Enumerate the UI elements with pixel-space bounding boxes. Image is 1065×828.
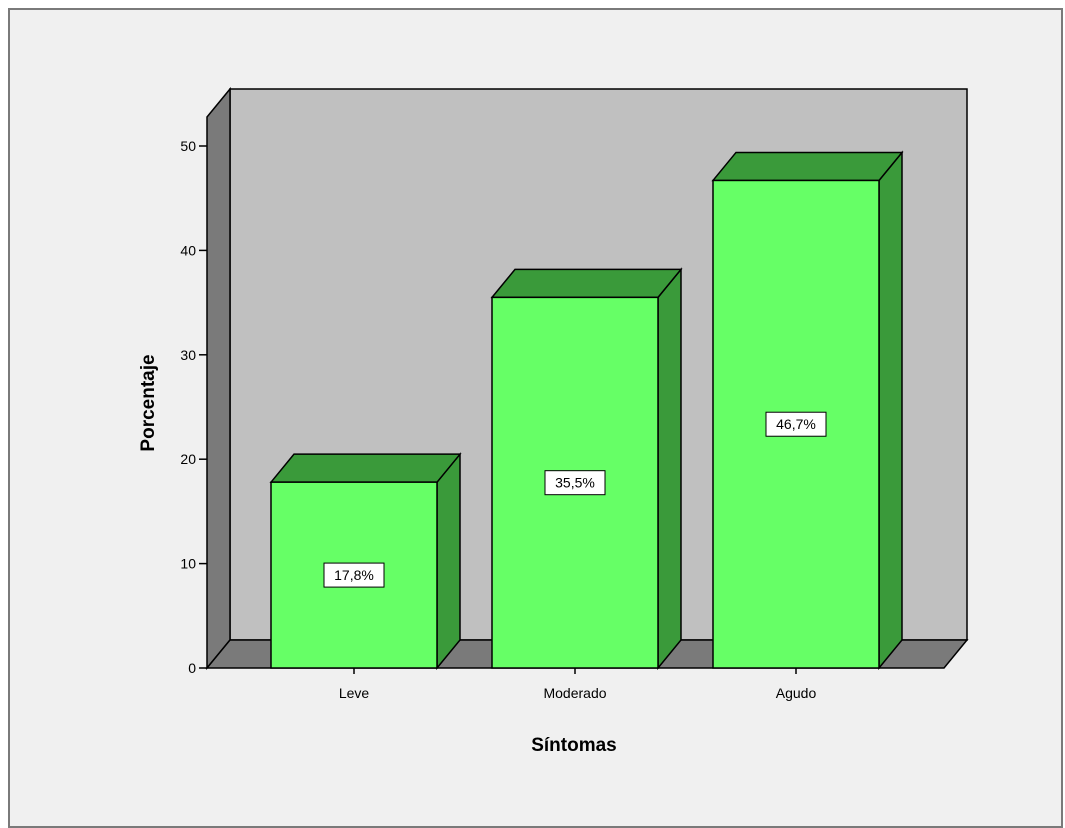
bar-moderado: 35,5%: [490, 267, 683, 671]
bar-top: [711, 151, 904, 182]
data-label-box: [765, 411, 827, 437]
x-axis-title: Síntomas: [531, 735, 617, 756]
y-tick-label: 0: [188, 660, 196, 676]
bar-side: [657, 267, 682, 671]
y-tick-label: 50: [180, 138, 196, 154]
side-wall: [206, 86, 231, 671]
bar-chart: 0 10 20 30 40 50 17,8% 35,5% 46,7% Leve Moderado…: [138, 86, 969, 756]
data-label-box: [323, 562, 385, 588]
bar-leve: 17,8%: [269, 452, 462, 671]
x-tick-label: Agudo: [776, 685, 817, 701]
bar-top: [490, 268, 683, 299]
y-tick-label: 40: [180, 242, 196, 258]
x-tick-label: Moderado: [543, 685, 606, 701]
y-tick-label: 10: [180, 556, 196, 572]
bar-side: [436, 452, 461, 671]
bar-top: [269, 453, 462, 483]
data-label: 46,7%: [776, 416, 816, 432]
x-tick-label: Leve: [339, 685, 370, 701]
data-label: 17,8%: [334, 567, 374, 583]
data-label: 35,5%: [555, 475, 595, 491]
y-tick-label: 20: [180, 451, 196, 467]
y-tick-label: 30: [180, 347, 196, 363]
bar-agudo: 46,7%: [711, 150, 904, 671]
bar-side: [878, 150, 903, 671]
chart-frame: 0 10 20 30 40 50 17,8% 35,5% 46,7% Leve Moderado…: [8, 8, 1063, 828]
data-label-box: [544, 470, 606, 496]
y-axis-title: Porcentaje: [138, 354, 159, 451]
